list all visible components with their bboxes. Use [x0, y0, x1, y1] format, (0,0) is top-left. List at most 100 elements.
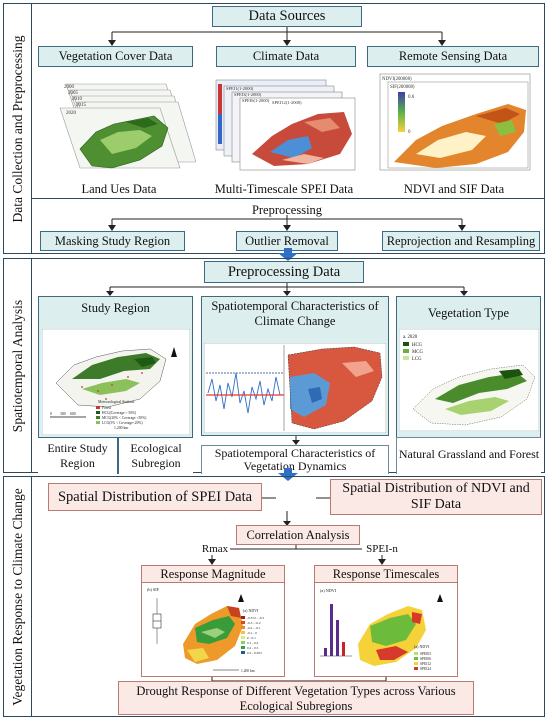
section-label-box: Vegetation Response to Climate Change	[4, 477, 32, 716]
vegetation-type-title: Vegetation Type	[427, 306, 510, 320]
section1-divider	[31, 198, 544, 199]
section-data-collection: Data Collection and Preprocessing Data S…	[3, 3, 545, 254]
ndvi-distribution-label: Spatial Distribution of NDVI and SIF Dat…	[342, 481, 530, 512]
ts-legend-3: SPEI24	[420, 667, 431, 671]
vt-year-label: a. 2020	[403, 335, 418, 340]
ts-legend-1: SPEI06	[420, 657, 431, 661]
eco-subregion-box: Ecological Subregion	[118, 437, 193, 474]
study-region-title: Study Region	[81, 301, 150, 315]
ts-legend-2: SPEI12	[420, 662, 431, 666]
section-title-spatiotemporal: Spatiotemporal Analysis	[9, 299, 25, 432]
correlation-branches	[208, 545, 386, 565]
section-arrow-1	[278, 248, 298, 261]
spei-distribution-label: Spatial Distribution of SPEI Data	[57, 489, 253, 505]
ts-legend-title: (a) NDVI	[414, 644, 430, 649]
climate-to-veg-arrow	[292, 436, 300, 445]
response-magnitude-map: (b) SIF (a) NDVI -0.372 - -0.3 -0.3 - -0…	[147, 587, 264, 674]
spei-label-4: SPEI12(1-2000)	[272, 100, 302, 105]
reprojection-box: Reprojection and Resampling	[382, 231, 540, 251]
section-arrow-2	[278, 468, 298, 481]
drought-response-label: Drought Response of Different Vegetation…	[136, 684, 456, 713]
veg-dynamics-box: Spatiotemporal Characteristics of Vegeta…	[201, 445, 389, 474]
ndvi-sif-caption: NDVI and SIF Data	[403, 182, 505, 196]
preprocessing-connectors	[108, 215, 466, 231]
mag-legend-2: -0.2 - -0.1	[247, 626, 261, 630]
sr-legend-2: HCG(Coverage > 50%)	[102, 411, 137, 415]
spei-caption: Multi-Timescale SPEI Data	[214, 182, 354, 196]
ts-legend-0: SPEI03	[420, 652, 431, 656]
veg-dynamics-label: Spatiotemporal Characteristics of Vegeta…	[214, 446, 376, 473]
land-year-1: 2000	[64, 85, 75, 90]
box-plot-label: (b) SIF	[147, 587, 160, 592]
study-region-map: Meteorological Stations Forest HCG(Cover…	[42, 329, 190, 435]
preprocessing-heading: Preprocessing	[251, 203, 323, 217]
section-spatiotemporal: Spatiotemporal Analysis Preprocessing Da…	[3, 258, 545, 474]
land-year-4: 2015	[76, 103, 87, 108]
spei-label-1: SPEI1(1-2000)	[226, 86, 254, 91]
eco-subregion-label: Ecological Subregion	[130, 441, 182, 470]
ts-chart-label: (a) NDVI	[320, 588, 337, 593]
data-sources-connectors	[108, 27, 446, 46]
sr-legend-4: LCG(5% < Coverage<20%)	[102, 421, 143, 425]
response-magnitude-label: Response Magnitude	[160, 567, 266, 581]
sr-legend-0: Meteorological Stations	[98, 400, 135, 404]
remote-sensing-label: Remote Sensing Data	[398, 49, 508, 63]
section-label-box: Data Collection and Preprocessing	[4, 4, 32, 253]
scale-2: 600	[70, 412, 76, 416]
rmax-label: Rmax	[200, 543, 230, 555]
sr-legend-1: Forest	[102, 406, 111, 410]
correlation-box: Correlation Analysis	[236, 525, 360, 545]
climate-data-box: Climate Data	[216, 46, 356, 67]
land-year-3: 2010	[72, 97, 83, 102]
section-label-box: Spatiotemporal Analysis	[4, 259, 32, 472]
mag-scale-label: 1,200 km	[241, 669, 255, 674]
vt-legend-0: HCG	[412, 343, 423, 348]
entire-region-label: Entire Study Region	[47, 441, 108, 470]
mag-legend-0: -0.372 - -0.3	[247, 616, 264, 620]
land-use-caption: Land Ues Data	[81, 182, 157, 196]
spei-label-2: SPEI3(1-2000)	[234, 92, 262, 97]
section-vegetation-response: Vegetation Response to Climate Change Sp…	[3, 476, 545, 717]
spei-distribution-box: Spatial Distribution of SPEI Data	[48, 483, 262, 511]
sif-high-value: 0.6	[408, 95, 415, 100]
scale-3: 1,200 km	[114, 426, 128, 431]
vt-legend-1: MCG	[412, 350, 423, 355]
natural-grassland-label: Natural Grassland and Forest	[398, 447, 540, 461]
climate-change-plot	[204, 343, 386, 433]
mag-legend-title: (a) NDVI	[243, 608, 259, 613]
mag-legend-3: -0.1 - 0	[247, 631, 257, 635]
remote-sensing-box: Remote Sensing Data	[367, 46, 539, 67]
reprojection-label: Reprojection and Resampling	[386, 234, 536, 248]
mag-legend-1: -0.3 - -0.2	[247, 621, 261, 625]
preprocessing-data-box: Preprocessing Data	[204, 261, 364, 283]
mag-legend-7: 0.3 - 0.503	[247, 651, 262, 655]
masking-box: Masking Study Region	[40, 231, 185, 251]
land-use-stacked-maps: 2000 2005 2010 2015 2020	[59, 83, 196, 169]
data-sources-label: Data Sources	[248, 8, 326, 24]
spei-n-label: SPEI-n	[362, 543, 402, 555]
vegetation-cover-box: Vegetation Cover Data	[38, 46, 193, 67]
drought-response-box: Drought Response of Different Vegetation…	[118, 681, 474, 715]
preprocessing-data-connectors	[106, 283, 468, 296]
entire-region-box: Entire Study Region	[38, 437, 118, 474]
spei-label-3: SPEI6(1-2000)	[242, 98, 270, 103]
data-sources-box: Data Sources	[212, 6, 362, 27]
response-timescales-map: (a) NDVI (a) NDVI SPEI03 SPEI06 SPEI12 S…	[320, 588, 443, 671]
mag-legend-4: 0 - 0.1	[247, 636, 256, 640]
sr-legend-3: MCG(20% < Coverage <50%)	[102, 416, 147, 420]
mag-legend-5: 0.1 - 0.2	[247, 641, 259, 645]
climate-change-title: Spatiotemporal Characteristics of Climat…	[211, 299, 379, 328]
masking-label: Masking Study Region	[54, 234, 171, 248]
response-timescales-header: Response Timescales	[314, 565, 458, 583]
scale-1: 300	[60, 412, 66, 416]
response-magnitude-header: Response Magnitude	[141, 565, 285, 583]
ndvi-map-label: NDVI(200008)	[382, 77, 412, 82]
response-timescales-label: Response Timescales	[332, 567, 440, 581]
sif-map-label: SIF(200008)	[390, 85, 415, 90]
mag-legend: -0.372 - -0.3 -0.3 - -0.2 -0.2 - -0.1 -0…	[241, 616, 264, 655]
ts-legend: SPEI03 SPEI06 SPEI12 SPEI24	[414, 652, 431, 671]
spei-stacked-maps: SPEI1(1-2000) SPEI3(1-2000) SPEI6(1-2000…	[215, 79, 356, 171]
ndvi-sif-maps: NDVI(200008) SIF(200008) 0.6 0	[379, 73, 531, 171]
mag-legend-6: 0.2 - 0.3	[247, 646, 259, 650]
preprocessing-data-label: Preprocessing Data	[227, 264, 341, 280]
